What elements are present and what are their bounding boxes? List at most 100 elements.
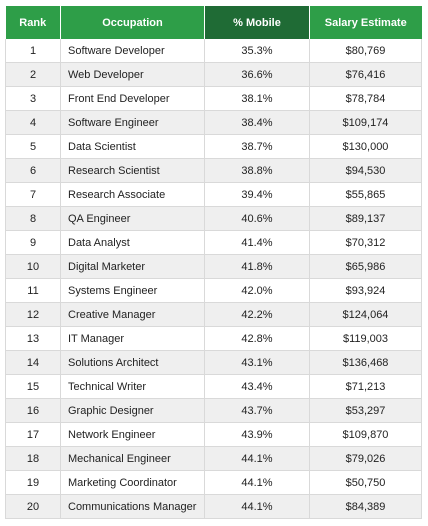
rank-cell: 20 (5, 494, 61, 519)
table-body: 1 Software Developer 35.3% $80,769 2 Web Deve… (5, 39, 422, 519)
rank-cell: 2 (5, 62, 61, 87)
salary-cell: $89,137 (309, 206, 422, 231)
header-rank: Rank (5, 6, 61, 39)
rank-cell: 11 (5, 278, 61, 303)
salary-cell: $109,174 (309, 110, 422, 135)
table-row: 2 Web Developer 36.6% $76,416 (5, 62, 422, 87)
occupation-cell: Graphic Designer (60, 398, 205, 423)
table-row: 14 Solutions Architect 43.1% $136,468 (5, 350, 422, 375)
occupation-cell: Web Developer (60, 62, 205, 87)
occupation-cell: IT Manager (60, 326, 205, 351)
salary-cell: $94,530 (309, 158, 422, 183)
occupation-mobile-table: Rank Occupation % Mobile Salary Estimate… (5, 6, 422, 519)
mobile-percent-cell: 44.1% (204, 494, 310, 519)
table-row: 11 Systems Engineer 42.0% $93,924 (5, 278, 422, 303)
occupation-cell: QA Engineer (60, 206, 205, 231)
occupation-cell: Research Associate (60, 182, 205, 207)
occupation-cell: Data Scientist (60, 134, 205, 159)
rank-cell: 12 (5, 302, 61, 327)
salary-cell: $80,769 (309, 39, 422, 63)
salary-cell: $124,064 (309, 302, 422, 327)
table-row: 1 Software Developer 35.3% $80,769 (5, 39, 422, 63)
mobile-percent-cell: 40.6% (204, 206, 310, 231)
occupation-cell: Technical Writer (60, 374, 205, 399)
mobile-percent-cell: 43.4% (204, 374, 310, 399)
mobile-percent-cell: 38.4% (204, 110, 310, 135)
mobile-percent-cell: 41.4% (204, 230, 310, 255)
salary-cell: $55,865 (309, 182, 422, 207)
salary-cell: $93,924 (309, 278, 422, 303)
table-row: 5 Data Scientist 38.7% $130,000 (5, 134, 422, 159)
occupation-cell: Software Developer (60, 39, 205, 63)
rank-cell: 6 (5, 158, 61, 183)
mobile-percent-cell: 38.1% (204, 86, 310, 111)
occupation-cell: Solutions Architect (60, 350, 205, 375)
rank-cell: 7 (5, 182, 61, 207)
rank-cell: 4 (5, 110, 61, 135)
mobile-percent-cell: 44.1% (204, 446, 310, 471)
table-header: Rank Occupation % Mobile Salary Estimate (5, 6, 422, 39)
rank-cell: 13 (5, 326, 61, 351)
rank-cell: 18 (5, 446, 61, 471)
mobile-percent-cell: 39.4% (204, 182, 310, 207)
occupation-cell: Creative Manager (60, 302, 205, 327)
mobile-percent-cell: 44.1% (204, 470, 310, 495)
rank-cell: 19 (5, 470, 61, 495)
occupation-cell: Mechanical Engineer (60, 446, 205, 471)
mobile-percent-cell: 42.8% (204, 326, 310, 351)
header-salary: Salary Estimate (309, 6, 422, 39)
mobile-percent-cell: 36.6% (204, 62, 310, 87)
rank-cell: 5 (5, 134, 61, 159)
table-row: 4 Software Engineer 38.4% $109,174 (5, 110, 422, 135)
mobile-percent-cell: 43.9% (204, 422, 310, 447)
occupation-cell: Research Scientist (60, 158, 205, 183)
rank-cell: 3 (5, 86, 61, 111)
rank-cell: 10 (5, 254, 61, 279)
salary-cell: $84,389 (309, 494, 422, 519)
table-row: 9 Data Analyst 41.4% $70,312 (5, 230, 422, 255)
occupation-cell: Systems Engineer (60, 278, 205, 303)
table-row: 10 Digital Marketer 41.8% $65,986 (5, 254, 422, 279)
occupation-cell: Software Engineer (60, 110, 205, 135)
rank-cell: 16 (5, 398, 61, 423)
table-row: 8 QA Engineer 40.6% $89,137 (5, 206, 422, 231)
salary-cell: $76,416 (309, 62, 422, 87)
table-row: 6 Research Scientist 38.8% $94,530 (5, 158, 422, 183)
table-row: 16 Graphic Designer 43.7% $53,297 (5, 398, 422, 423)
occupation-cell: Network Engineer (60, 422, 205, 447)
occupation-cell: Front End Developer (60, 86, 205, 111)
salary-cell: $50,750 (309, 470, 422, 495)
table-row: 13 IT Manager 42.8% $119,003 (5, 326, 422, 351)
rank-cell: 9 (5, 230, 61, 255)
rank-cell: 15 (5, 374, 61, 399)
mobile-percent-cell: 43.1% (204, 350, 310, 375)
salary-cell: $53,297 (309, 398, 422, 423)
salary-cell: $79,026 (309, 446, 422, 471)
occupation-cell: Digital Marketer (60, 254, 205, 279)
mobile-percent-cell: 41.8% (204, 254, 310, 279)
salary-cell: $136,468 (309, 350, 422, 375)
mobile-percent-cell: 35.3% (204, 39, 310, 63)
header-occupation: Occupation (60, 6, 205, 39)
rank-cell: 14 (5, 350, 61, 375)
table-row: 19 Marketing Coordinator 44.1% $50,750 (5, 470, 422, 495)
salary-cell: $65,986 (309, 254, 422, 279)
table-row: 7 Research Associate 39.4% $55,865 (5, 182, 422, 207)
mobile-percent-cell: 42.2% (204, 302, 310, 327)
occupation-cell: Marketing Coordinator (60, 470, 205, 495)
table-row: 17 Network Engineer 43.9% $109,870 (5, 422, 422, 447)
rank-cell: 1 (5, 39, 61, 63)
salary-cell: $130,000 (309, 134, 422, 159)
mobile-percent-cell: 42.0% (204, 278, 310, 303)
table-row: 12 Creative Manager 42.2% $124,064 (5, 302, 422, 327)
occupation-cell: Data Analyst (60, 230, 205, 255)
salary-cell: $109,870 (309, 422, 422, 447)
salary-cell: $78,784 (309, 86, 422, 111)
occupation-cell: Communications Manager (60, 494, 205, 519)
header-row: Rank Occupation % Mobile Salary Estimate (5, 6, 422, 39)
table-row: 3 Front End Developer 38.1% $78,784 (5, 86, 422, 111)
table-row: 20 Communications Manager 44.1% $84,389 (5, 494, 422, 519)
rank-cell: 8 (5, 206, 61, 231)
header-mobile: % Mobile (204, 6, 310, 39)
salary-cell: $71,213 (309, 374, 422, 399)
